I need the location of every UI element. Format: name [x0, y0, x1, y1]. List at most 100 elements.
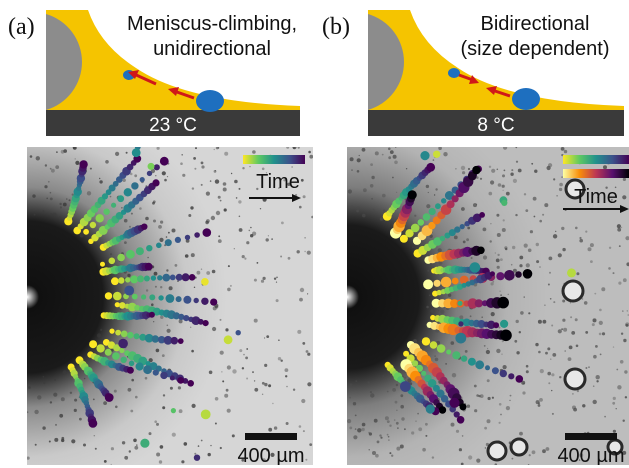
- speckle: [292, 147, 297, 150]
- speckle: [347, 419, 352, 424]
- speckle: [291, 166, 293, 168]
- speckle: [523, 193, 527, 196]
- speckle: [238, 200, 242, 204]
- speckle: [190, 206, 194, 210]
- speckle: [498, 403, 502, 406]
- trajectory-point: [508, 373, 515, 380]
- trajectory-point: [141, 294, 147, 300]
- speckle: [551, 389, 553, 392]
- speckle: [301, 398, 306, 404]
- speckle: [547, 371, 551, 376]
- speckle: [71, 439, 76, 444]
- speckle: [612, 396, 616, 400]
- speckle: [462, 240, 466, 244]
- speckle: [245, 356, 249, 360]
- trajectory-point: [158, 295, 164, 301]
- speckle: [190, 326, 192, 328]
- trajectory-point: [477, 320, 486, 328]
- speckle: [622, 195, 627, 200]
- speckle: [624, 370, 628, 374]
- speckle: [49, 167, 52, 170]
- speckle: [561, 176, 563, 178]
- trajectory-layer-a: [64, 147, 241, 461]
- speckle: [598, 320, 603, 325]
- speckle: [501, 228, 506, 232]
- trajectory-point: [477, 246, 485, 255]
- speckle: [407, 378, 412, 383]
- speckle: [459, 315, 464, 320]
- speckle: [209, 180, 212, 182]
- trajectory-point: [160, 371, 168, 380]
- speckle: [74, 158, 76, 160]
- speckle: [153, 219, 156, 223]
- speckle: [568, 345, 573, 350]
- small-droplet-b: [448, 68, 460, 78]
- speckle: [267, 235, 269, 237]
- speckle: [305, 458, 308, 461]
- trajectory-point: [202, 320, 209, 327]
- speckle: [37, 395, 42, 400]
- speckle: [624, 396, 628, 399]
- speckle: [308, 150, 311, 154]
- speckle: [355, 380, 358, 382]
- isolated-droplet: [140, 438, 150, 448]
- speckle: [103, 401, 107, 405]
- speckle: [412, 339, 418, 344]
- speckle: [156, 452, 161, 457]
- speckle: [252, 231, 257, 236]
- trajectory-point: [177, 377, 185, 384]
- speckle: [599, 308, 602, 312]
- speckle: [368, 432, 372, 436]
- speckle: [510, 263, 513, 266]
- speckle: [505, 406, 510, 411]
- speckle: [396, 409, 398, 411]
- speckle: [608, 458, 611, 461]
- speckle: [145, 289, 149, 292]
- speckle: [473, 203, 477, 208]
- speckle: [196, 270, 201, 275]
- speckle: [476, 458, 481, 463]
- speckle: [115, 151, 120, 156]
- speckle: [278, 339, 280, 341]
- speckle: [535, 242, 539, 247]
- schematic-b: 8 °C: [368, 10, 624, 136]
- speckle: [620, 332, 624, 335]
- speckle: [485, 349, 490, 355]
- speckle: [478, 394, 481, 398]
- trajectory-point: [183, 295, 192, 304]
- speckle: [450, 341, 455, 345]
- speckle: [219, 199, 222, 202]
- trajectory-point: [137, 275, 144, 283]
- speckle: [425, 422, 428, 426]
- speckle: [616, 224, 621, 229]
- trajectory-point: [515, 375, 524, 383]
- trajectory-point: [202, 228, 212, 237]
- speckle: [379, 434, 382, 437]
- speckle: [547, 347, 551, 351]
- trajectory-point: [426, 162, 436, 172]
- trajectory-point: [144, 333, 154, 343]
- speckle: [497, 253, 500, 257]
- speckle: [29, 155, 33, 158]
- speckle: [539, 219, 542, 223]
- speckle: [161, 354, 165, 357]
- speckle: [544, 203, 549, 208]
- speckle: [368, 449, 370, 451]
- large-droplet-b: [512, 88, 540, 110]
- speckle: [608, 246, 612, 249]
- speckle: [271, 238, 273, 240]
- speckle: [156, 422, 159, 426]
- speckle: [262, 276, 266, 280]
- speckle: [304, 250, 306, 253]
- isolated-droplet: [501, 199, 508, 206]
- speckle: [47, 180, 50, 183]
- trajectory-point: [487, 320, 496, 329]
- speckle: [62, 370, 67, 375]
- trajectory-point: [460, 355, 468, 362]
- speckle: [280, 359, 283, 362]
- trajectory-point: [421, 337, 431, 346]
- speckle: [235, 197, 238, 199]
- speckle: [206, 219, 210, 223]
- speckle: [68, 199, 71, 202]
- speckle: [388, 439, 390, 441]
